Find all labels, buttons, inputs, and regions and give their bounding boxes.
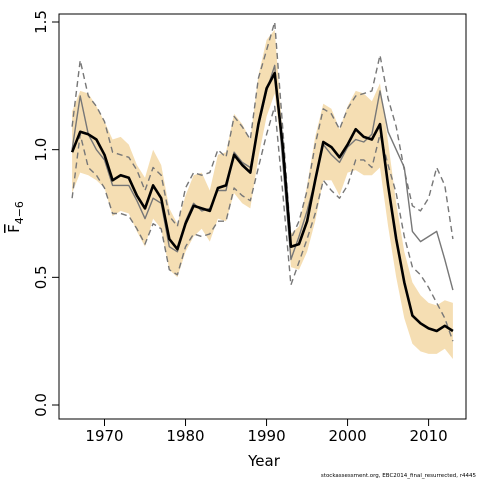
confidence-band [72,29,453,359]
x-tick-label: 2000 [328,427,366,445]
y-tick-label: 0.0 [32,393,50,417]
x-tick-label: 1980 [166,427,204,445]
y-tick-label: 1.0 [32,138,50,162]
y-axis-title-subscript: 4−6 [13,201,26,224]
series-lines-layer [70,21,454,342]
x-tick-label: 1990 [247,427,285,445]
series-line-previous-lower [71,105,454,342]
y-tick-label: 1.5 [32,10,50,34]
series-line-estimate [70,71,454,333]
y-axis: 0.0 0.5 1.0 1.5 [32,10,60,417]
confidence-band-layer [72,29,453,359]
x-tick-label: 2010 [409,427,447,445]
x-axis-title: Year [247,452,281,470]
y-axis-title-main: F [5,224,23,233]
x-tick-label: 1970 [85,427,123,445]
series-line-previous-upper [71,21,454,240]
svg-text:F4−6: F4−6 [5,201,26,233]
y-tick-label: 0.5 [32,265,50,289]
y-axis-title: F4−6 [5,201,26,233]
x-axis: 1970 1980 1990 2000 2010 [85,418,448,445]
footer-credit: stockassessment.org, EBC2014_final_resur… [320,473,476,479]
